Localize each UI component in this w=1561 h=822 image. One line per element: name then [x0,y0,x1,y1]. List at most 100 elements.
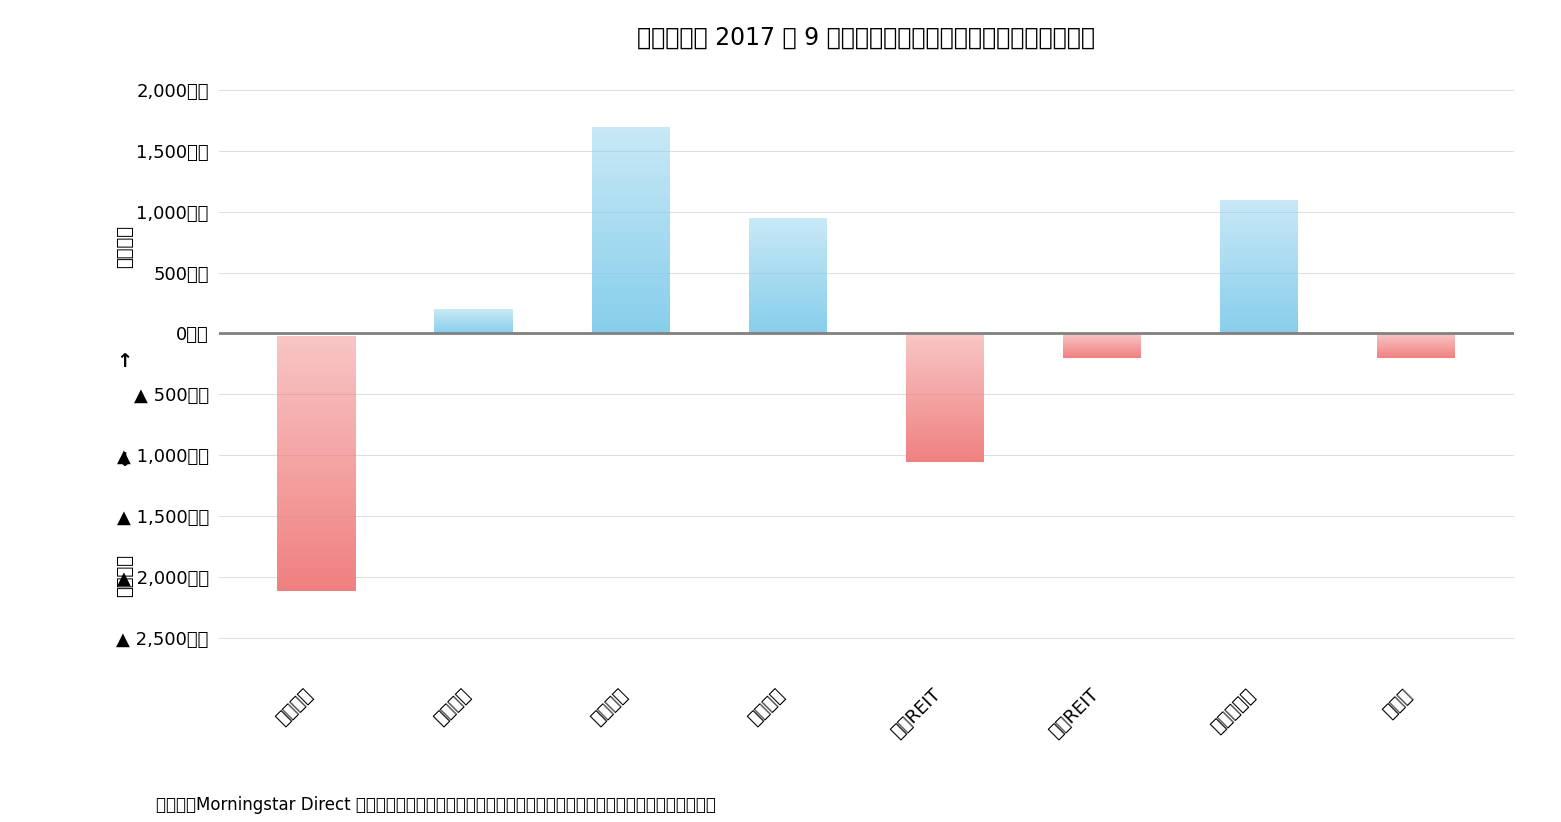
Bar [592,279,670,282]
Bar [905,423,983,424]
Bar [905,451,983,452]
Bar [592,274,670,275]
Bar [749,241,827,242]
Bar [592,278,670,279]
Bar [1219,328,1299,330]
Bar [278,520,356,523]
Bar [1219,284,1299,285]
Bar [278,574,356,576]
Bar [905,415,983,417]
Bar [592,330,670,331]
Bar [1219,232,1299,233]
Bar [278,515,356,517]
Bar [278,410,356,413]
Bar [278,461,356,464]
Bar [278,399,356,403]
Bar [278,489,356,492]
Bar [749,314,827,315]
Bar [278,535,356,538]
Bar [905,404,983,405]
Bar [1219,219,1299,221]
Bar [1219,319,1299,320]
Bar [278,431,356,433]
Bar [592,282,670,284]
Bar [278,464,356,466]
Bar [749,286,827,287]
Bar [278,367,356,369]
Bar [905,383,983,385]
Bar [1219,242,1299,244]
Bar [749,281,827,283]
Bar [278,382,356,385]
Bar [1219,236,1299,237]
Bar [749,277,827,278]
Bar [278,474,356,477]
Bar [278,507,356,510]
Bar [1219,277,1299,279]
Bar [592,159,670,162]
Bar [592,271,670,274]
Bar [592,145,670,147]
Bar [749,261,827,263]
Bar [905,417,983,418]
Bar [905,360,983,362]
Bar [749,242,827,243]
Bar [1219,287,1299,288]
Bar [1219,261,1299,262]
Bar [749,227,827,229]
Bar [1219,276,1299,277]
Bar [592,131,670,133]
Bar [905,413,983,414]
Bar [592,170,670,172]
Bar [905,367,983,368]
Bar [905,422,983,423]
Bar [278,456,356,459]
Bar [1219,251,1299,252]
Bar [749,329,827,330]
Bar [905,455,983,456]
Bar [905,448,983,450]
Bar [749,308,827,309]
Bar [749,298,827,300]
Bar [1219,205,1299,206]
Bar [1219,200,1299,201]
Bar [749,275,827,277]
Bar [1219,229,1299,230]
Bar [905,390,983,391]
Bar [278,517,356,520]
Bar [592,155,670,158]
Bar [749,271,827,272]
Bar [278,543,356,546]
Bar [749,232,827,233]
Bar [592,211,670,214]
Bar [592,257,670,259]
Bar [278,408,356,410]
Bar [1219,288,1299,289]
Bar [278,336,356,339]
Bar [278,579,356,581]
Bar [905,341,983,342]
Bar [1219,255,1299,256]
Bar [905,409,983,410]
Bar [1219,300,1299,302]
Bar [592,331,670,334]
Bar [749,283,827,284]
Bar [1219,311,1299,312]
Bar [749,230,827,232]
Bar [278,423,356,425]
Bar [592,300,670,302]
Bar [278,558,356,561]
Bar [905,357,983,358]
Bar [1219,210,1299,211]
Bar [592,259,670,261]
Bar [278,530,356,533]
Bar [905,387,983,388]
Bar [905,406,983,408]
Bar [592,288,670,290]
Bar [749,223,827,224]
Bar [749,258,827,260]
Bar [749,269,827,270]
Bar [905,443,983,445]
Bar [905,368,983,369]
Bar [278,420,356,423]
